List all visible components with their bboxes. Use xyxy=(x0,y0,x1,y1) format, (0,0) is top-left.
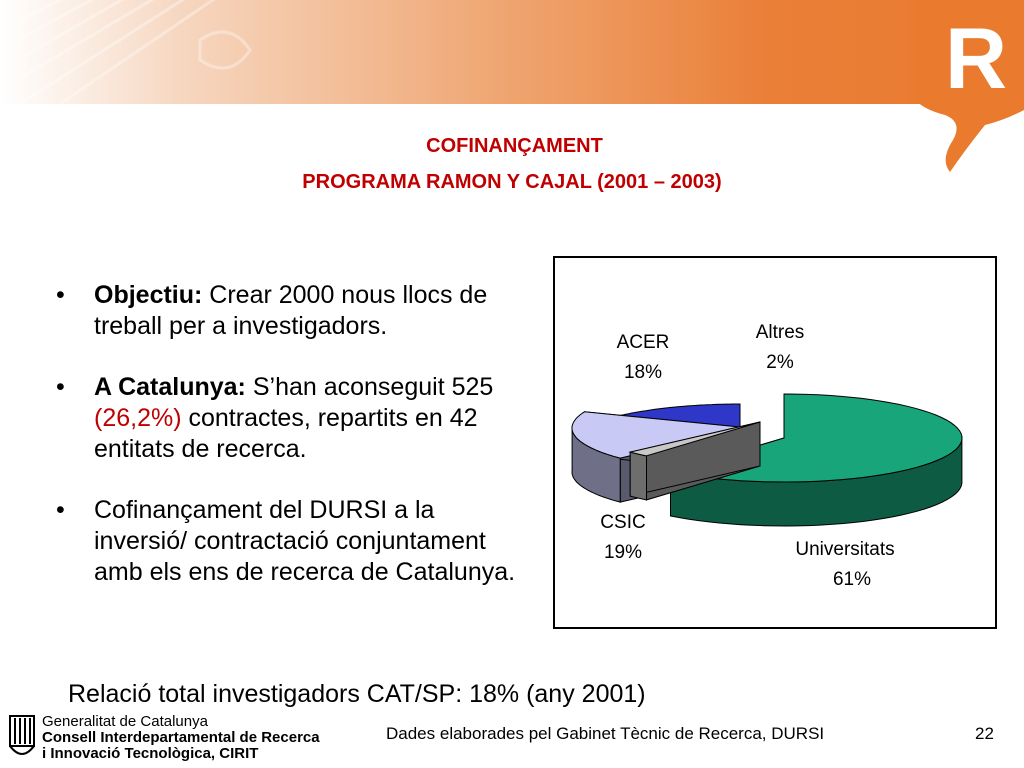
bullet-dot-icon: • xyxy=(56,373,65,401)
header-band xyxy=(0,0,1024,104)
bullet-label: Objectiu: xyxy=(94,281,203,309)
slice-value-csic: 19% xyxy=(604,542,642,563)
slice-label-altres: Altres xyxy=(756,322,805,343)
slice-value-universitats: 61% xyxy=(833,569,871,590)
title-line-2: PROGRAMA RAMON Y CAJAL (2001 – 2003) xyxy=(302,171,722,193)
footer-organization: Generalitat de Catalunya Consell Interde… xyxy=(42,714,320,762)
footer-source: Dades elaborades pel Gabinet Tècnic de R… xyxy=(386,724,825,743)
bullet-text: S’han aconseguit 525 xyxy=(245,373,494,401)
bullet-objective: • Objectiu: Crear 2000 nous llocs de tre… xyxy=(56,280,526,342)
slice-value-altres: 2% xyxy=(766,352,794,373)
bullet-text: Cofinançament del DURSI a la inversió/ c… xyxy=(94,496,516,586)
slice-label-csic: CSIC xyxy=(600,512,645,533)
generalitat-emblem-watermark xyxy=(0,0,252,104)
bullet-catalunya: • A Catalunya: S’han aconseguit 525 (26,… xyxy=(56,372,526,465)
generalitat-logo-icon xyxy=(9,715,35,755)
page-title: COFINANÇAMENT PROGRAMA RAMON Y CAJAL (20… xyxy=(0,128,1024,200)
r-logo: R xyxy=(905,0,1024,172)
title-line-1: COFINANÇAMENT xyxy=(426,135,603,157)
pie-slice-side-altres xyxy=(629,451,647,501)
bullet-text-after: contractes, repartits en 42 entitats de … xyxy=(94,404,478,463)
page-number: 22 xyxy=(975,724,994,743)
slice-value-acer: 18% xyxy=(624,362,662,383)
pie-slice-acer xyxy=(571,411,751,459)
logo-letter: R xyxy=(945,11,1007,107)
pie-chart: Universitats 61% Altres 2% ACER 18% CSIC 19% xyxy=(571,322,963,590)
bullet-cofinancing: • Cofinançament del DURSI a la inversió/… xyxy=(56,495,526,588)
footer-org-line-1: Generalitat de Catalunya xyxy=(42,713,208,730)
pie-slice-altres xyxy=(628,421,761,457)
bullet-label: A Catalunya: xyxy=(94,373,246,401)
bullet-text: Crear 2000 nous llocs de treball per a i… xyxy=(94,281,488,340)
slice-label-acer: ACER xyxy=(617,332,670,353)
pie-chart-frame: Universitats 61% Altres 2% ACER 18% CSIC 19% xyxy=(553,256,997,629)
summary-text: Relació total investigadors CAT/SP: 18% … xyxy=(68,680,646,708)
bullet-highlight: (26,2%) xyxy=(94,404,182,432)
bullet-list: • Objectiu: Crear 2000 nous llocs de tre… xyxy=(56,280,526,618)
slice-label-universitats: Universitats xyxy=(795,539,894,560)
bullet-dot-icon: • xyxy=(56,281,65,309)
bullet-dot-icon: • xyxy=(56,496,65,524)
footer-org-line-3: i Innovació Tecnològica, CIRIT xyxy=(42,745,259,762)
footer-org-line-2: Consell Interdepartamental de Recerca xyxy=(42,729,320,746)
